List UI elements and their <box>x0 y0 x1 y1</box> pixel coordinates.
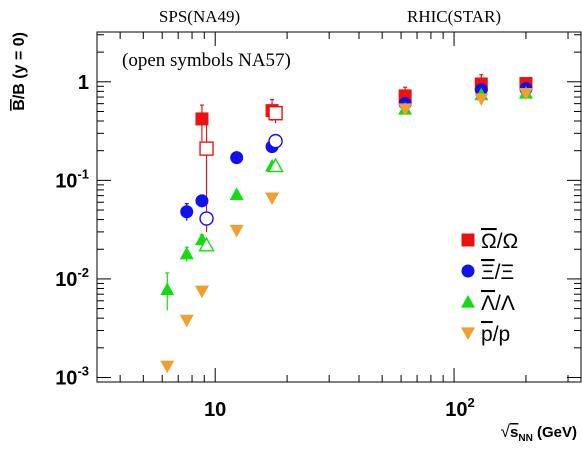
y-tick-label-base: 1 <box>78 72 89 94</box>
legend-label-bar: Λ <box>481 292 495 315</box>
legend-marker-circle <box>461 264 475 278</box>
data-markers <box>160 77 533 374</box>
legend-marker-triangle-down <box>461 327 475 340</box>
y-label-bar-letter: B <box>11 99 28 111</box>
y-tick-label-base: 10 <box>55 367 77 389</box>
y-tick-label-exp: -3 <box>77 363 89 378</box>
legend-label-rest: /Λ <box>495 292 515 315</box>
data-point-circle-filled <box>230 151 244 165</box>
data-point-circle-filled <box>180 205 194 219</box>
y-tick-label: 10-2 <box>55 265 89 291</box>
legend-label: Ξ/Ξ <box>481 261 514 284</box>
legend-marker-square <box>461 233 475 247</box>
legend: Ω/ΩΞ/ΞΛ/Λp/p <box>461 230 518 346</box>
data-point-square-open <box>268 106 283 121</box>
data-point-triangle-down-filled <box>398 103 413 116</box>
legend-label: Ω/Ω <box>481 230 518 253</box>
annotation-open-symbols: (open symbols NA57) <box>122 50 291 71</box>
data-point-triangle-up-filled <box>229 187 244 201</box>
y-tick-label-base: 10 <box>55 269 77 291</box>
data-point-square-open <box>199 141 214 156</box>
y-label-rest: /B (y = 0) <box>11 32 28 99</box>
data-point-triangle-up-open <box>198 236 215 252</box>
data-point-triangle-down-filled <box>474 93 489 106</box>
x-tick-label: 102 <box>445 395 474 421</box>
data-point-triangle-up-filled <box>179 246 194 260</box>
x-tick-label-exp: 2 <box>468 395 475 410</box>
legend-label-rest: /Ω <box>497 230 519 253</box>
legend-marker-triangle-up <box>461 295 475 308</box>
legend-label-bar: Ω <box>481 230 497 253</box>
y-tick-label: 10-1 <box>55 166 89 192</box>
data-point-square-filled <box>195 112 209 126</box>
top-label: RHIC(STAR) <box>407 7 501 26</box>
data-point-circle-open <box>199 211 214 226</box>
y-tick-label-base: 10 <box>55 170 77 192</box>
data-point-triangle-down-filled <box>160 360 175 374</box>
top-label: SPS(NA49) <box>159 7 240 26</box>
y-tick-label-exp: -1 <box>77 166 89 181</box>
legend-label-rest: /p <box>493 323 511 346</box>
x-label-s: s <box>510 424 518 441</box>
y-axis-label: B/B (y = 0) <box>11 32 28 111</box>
y-tick-label: 10-3 <box>55 363 89 389</box>
x-tick-label-base: 10 <box>204 399 226 421</box>
data-point-circle-filled <box>195 194 209 208</box>
axis-ticks <box>97 32 581 383</box>
x-label-root: √ <box>501 422 511 441</box>
data-point-triangle-down-filled <box>229 224 244 238</box>
y-tick-label: 1 <box>78 72 89 94</box>
x-axis-label: √sNN (GeV) <box>501 422 577 444</box>
x-tick-label: 10 <box>204 399 226 421</box>
x-tick-label-base: 10 <box>445 399 467 421</box>
data-point-triangle-down-filled <box>194 285 209 299</box>
data-point-circle-open <box>268 133 283 149</box>
x-label-sub: NN <box>518 433 532 444</box>
legend-label: Λ/Λ <box>481 292 515 315</box>
legend-label-bar: Ξ <box>481 261 495 284</box>
data-point-triangle-up-open <box>267 157 284 173</box>
data-point-triangle-down-filled <box>518 87 533 101</box>
top-labels: SPS(NA49) RHIC(STAR) <box>159 7 501 26</box>
error-bars <box>165 74 528 370</box>
y-tick-label-exp: -2 <box>77 265 89 280</box>
data-point-triangle-up-filled <box>160 282 175 296</box>
plot-frame <box>96 31 582 383</box>
x-label-unit: (GeV) <box>533 424 577 441</box>
legend-label: p/p <box>481 323 510 346</box>
legend-label-rest: /Ξ <box>495 261 514 284</box>
data-point-triangle-down-filled <box>179 314 194 328</box>
data-point-triangle-down-filled <box>265 192 280 206</box>
legend-label-bar: p <box>481 323 493 346</box>
